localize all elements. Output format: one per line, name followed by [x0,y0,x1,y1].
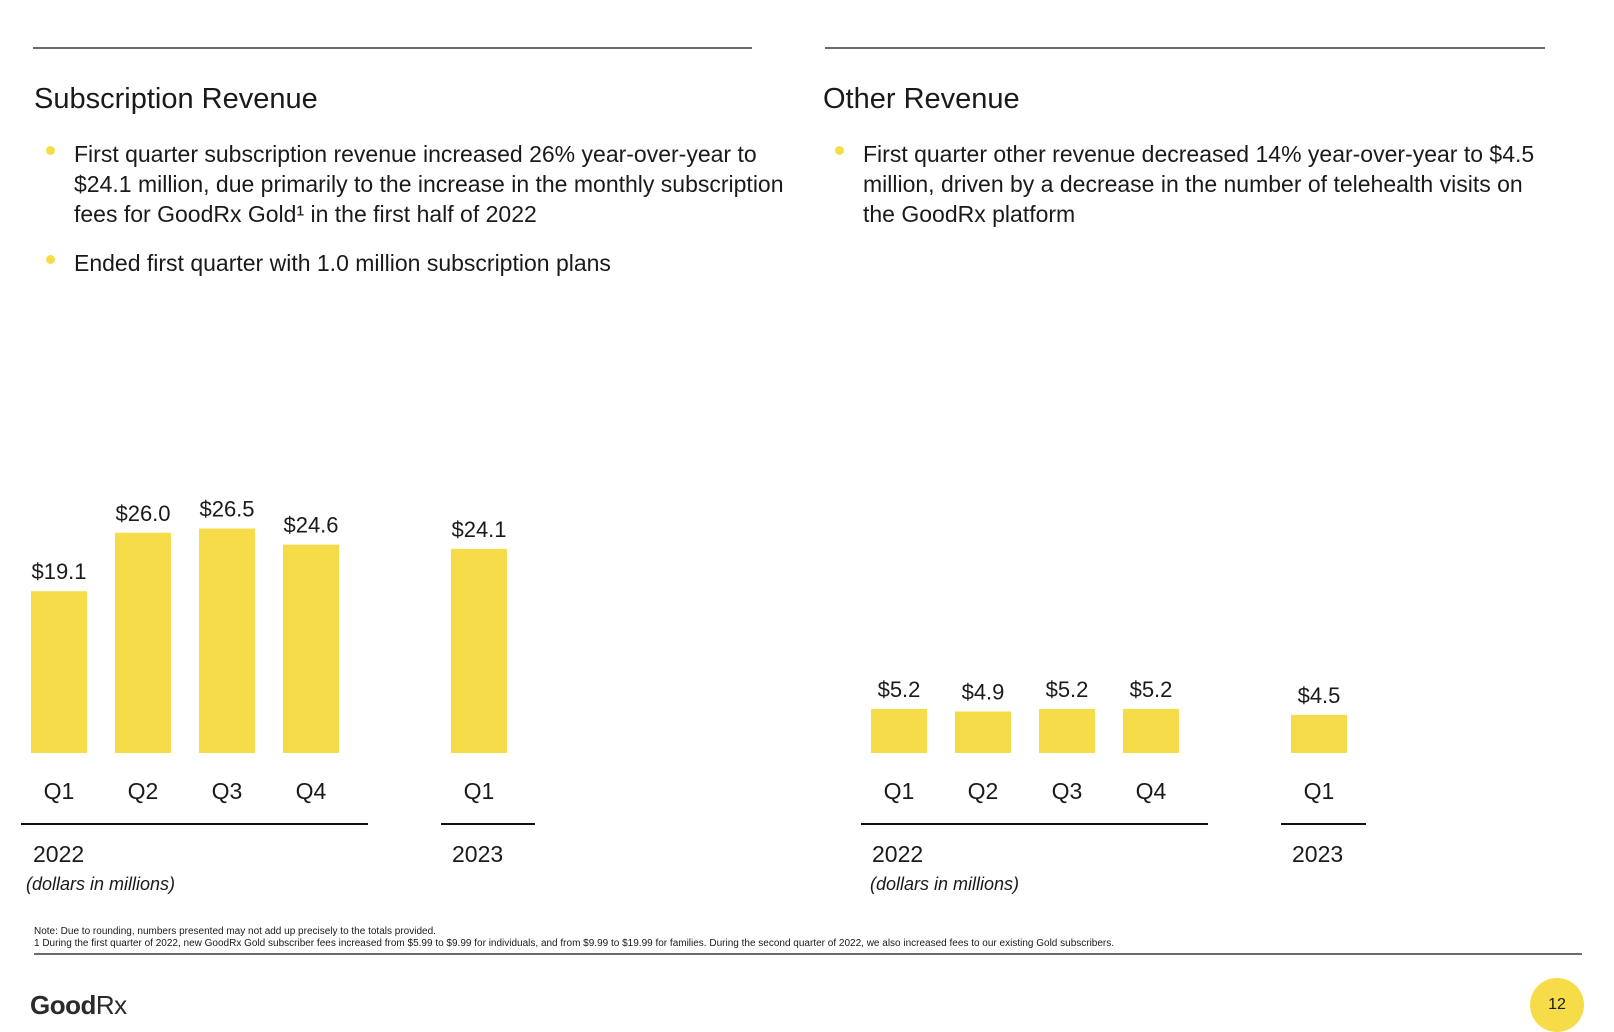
quarter-tick-label: Q1 [1304,778,1335,804]
quarter-tick-label: Q4 [1136,778,1167,804]
year-label: 2022 [33,841,84,867]
quarter-tick-label: Q3 [212,778,243,804]
bar-value-label: $5.2 [1046,677,1089,702]
bar-value-label: $5.2 [1130,677,1173,702]
quarter-tick-label: Q1 [464,778,495,804]
unit-label: (dollars in millions) [26,874,175,894]
quarter-tick-label: Q1 [884,778,915,804]
bar-2022-q2 [955,711,1011,753]
bar-value-label: $24.1 [451,517,506,542]
bullet-dot-icon [835,146,844,155]
page-number-badge: 12 [1530,978,1584,1032]
other-revenue-title: Other Revenue [823,83,1020,115]
other-revenue-bullets: First quarter other revenue decreased 14… [823,139,1553,248]
bar-value-label: $24.6 [283,513,338,538]
bar-2022-q2 [115,532,171,753]
bar-value-label: $26.5 [199,497,254,522]
year-label: 2022 [872,841,923,867]
quarter-tick-label: Q3 [1052,778,1083,804]
subscription-revenue-title: Subscription Revenue [34,83,318,115]
bar-value-label: $4.9 [962,679,1005,704]
bar-2022-q3 [199,528,255,753]
bar-2022-q3 [1039,708,1095,753]
bullet-item: Ended first quarter with 1.0 million sub… [34,248,794,278]
quarter-tick-label: Q4 [296,778,327,804]
top-rule-right [825,47,1545,49]
bar-2022-q4 [283,544,339,753]
bar-value-label: $5.2 [878,677,921,702]
bullet-dot-icon [46,255,55,264]
subscription-bullets: First quarter subscription revenue incre… [34,139,794,297]
bar-2023-q1 [1291,714,1347,753]
bar-value-label: $19.1 [31,559,86,584]
top-rule-left [33,47,752,49]
quarter-tick-label: Q2 [968,778,999,804]
goodrx-logo: GoodRx [30,990,127,1020]
bar-2022-q1 [31,591,87,753]
footnote-1: 1 During the first quarter of 2022, new … [34,938,1115,949]
footnotes: Note: Due to rounding, numbers presented… [34,926,1114,950]
bottom-rule [34,953,1582,955]
bullet-item: First quarter other revenue decreased 14… [823,139,1553,229]
bar-value-label: $26.0 [115,501,170,526]
quarter-tick-label: Q2 [128,778,159,804]
year-label: 2023 [1292,841,1343,867]
bar-2023-q1 [451,548,507,753]
rounding-note: Note: Due to rounding, numbers presented… [34,926,436,937]
bullet-item: First quarter subscription revenue incre… [34,139,794,229]
bar-2022-q1 [871,708,927,753]
bullet-dot-icon [46,146,55,155]
bar-value-label: $4.5 [1298,683,1341,708]
unit-label: (dollars in millions) [870,874,1019,894]
quarter-tick-label: Q1 [44,778,75,804]
bar-2022-q4 [1123,708,1179,753]
year-label: 2023 [452,841,503,867]
